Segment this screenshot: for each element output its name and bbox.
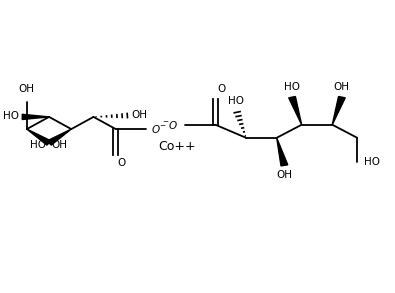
Polygon shape xyxy=(27,129,51,145)
Text: HO: HO xyxy=(228,96,244,106)
Text: HO: HO xyxy=(364,157,380,168)
Text: O: O xyxy=(217,84,226,94)
Polygon shape xyxy=(332,96,345,125)
Text: HO: HO xyxy=(3,111,19,121)
Text: Co++: Co++ xyxy=(158,140,196,153)
Text: OH: OH xyxy=(52,140,68,150)
Text: OH: OH xyxy=(132,110,148,120)
Polygon shape xyxy=(47,129,71,145)
Text: HO: HO xyxy=(284,82,300,92)
Text: $^{-}O$: $^{-}O$ xyxy=(162,119,178,131)
Polygon shape xyxy=(277,138,288,166)
Polygon shape xyxy=(289,96,302,125)
Text: OH: OH xyxy=(19,84,35,94)
Text: OH: OH xyxy=(276,170,292,180)
Text: HO: HO xyxy=(30,140,46,150)
Text: O: O xyxy=(118,158,126,168)
Text: $O^{-}$: $O^{-}$ xyxy=(151,123,167,135)
Polygon shape xyxy=(22,114,49,120)
Text: OH: OH xyxy=(334,82,350,92)
